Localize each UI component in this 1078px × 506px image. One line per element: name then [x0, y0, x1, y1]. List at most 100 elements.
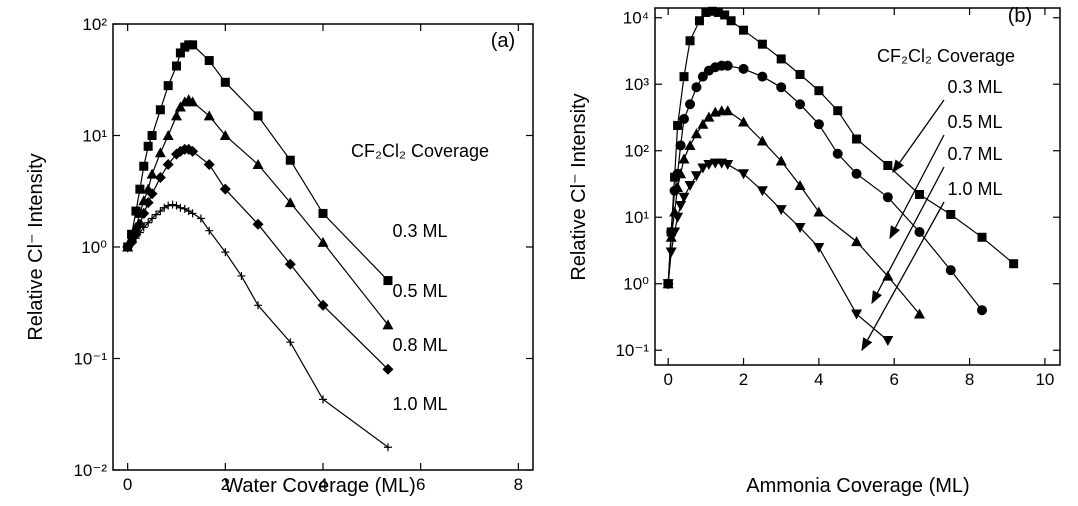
marker	[691, 82, 702, 93]
marker	[945, 265, 956, 276]
series-line	[667, 65, 983, 311]
marker	[697, 118, 709, 129]
x-tick-label: 4	[318, 475, 327, 494]
marker	[794, 223, 806, 234]
x-tick-label: 2	[739, 370, 748, 389]
marker	[127, 238, 136, 247]
legend-title: CF₂Cl₂ Coverage	[351, 141, 489, 161]
marker	[1009, 259, 1019, 269]
marker	[155, 105, 165, 115]
marker	[739, 25, 749, 35]
marker	[142, 197, 154, 209]
marker	[252, 218, 264, 230]
marker	[690, 128, 702, 139]
marker	[171, 61, 181, 71]
marker	[143, 141, 153, 151]
panel-label: (b)	[1008, 5, 1032, 27]
marker	[795, 70, 805, 80]
marker	[684, 139, 696, 150]
marker	[205, 226, 214, 235]
marker	[284, 258, 296, 270]
marker	[219, 183, 231, 195]
y-tick-label: 10¹	[624, 208, 649, 227]
marker	[187, 145, 199, 157]
marker	[672, 212, 684, 223]
marker	[690, 171, 702, 182]
marker	[851, 309, 863, 320]
marker	[162, 158, 174, 170]
marker	[135, 228, 144, 237]
marker	[738, 63, 749, 74]
marker	[977, 305, 988, 316]
marker	[707, 6, 717, 16]
marker	[254, 301, 263, 310]
marker	[914, 226, 925, 237]
x-tick-label: 6	[889, 370, 898, 389]
marker	[882, 192, 893, 203]
y-tick-label: 10²	[624, 142, 649, 161]
marker	[204, 56, 214, 66]
series-label: 0.5 ML	[392, 281, 447, 301]
marker	[722, 105, 734, 116]
series-label: 1.0 ML	[947, 179, 1002, 199]
series-label: 1.0 ML	[392, 394, 447, 414]
marker	[720, 10, 730, 20]
marker	[703, 160, 715, 171]
marker	[703, 111, 715, 122]
series-label: 0.8 ML	[392, 335, 447, 355]
y-tick-label: 10⁻¹	[73, 350, 107, 369]
marker	[123, 243, 132, 251]
marker	[722, 160, 734, 171]
marker	[175, 48, 185, 58]
marker	[146, 188, 158, 200]
series-label: 0.5 ML	[947, 112, 1002, 132]
marker	[176, 203, 185, 212]
marker	[684, 181, 696, 192]
marker	[154, 147, 166, 158]
marker	[144, 218, 153, 227]
marker	[756, 186, 768, 197]
marker	[284, 197, 296, 208]
x-tick-label: 10	[1035, 370, 1054, 389]
series-label: 0.3 ML	[947, 77, 1002, 97]
marker	[131, 206, 141, 216]
y-axis-title: Relative Cl⁻ Intensity	[568, 93, 590, 280]
marker	[679, 113, 690, 124]
marker	[672, 181, 684, 192]
legend-title: CF₂Cl₂ Coverage	[877, 46, 1015, 66]
marker	[138, 207, 150, 219]
marker	[172, 201, 181, 210]
marker	[913, 308, 925, 319]
marker	[713, 7, 723, 17]
series-label: 0.7 ML	[947, 144, 1002, 164]
marker	[757, 71, 768, 82]
y-tick-label: 10⁻¹	[615, 341, 649, 360]
marker	[813, 243, 825, 254]
marker	[678, 153, 690, 164]
x-tick-label: 2	[221, 475, 230, 494]
x-tick-label: 0	[123, 475, 132, 494]
marker	[851, 168, 862, 179]
marker	[220, 77, 230, 87]
marker	[685, 36, 695, 46]
label-arrow	[892, 99, 945, 174]
marker	[174, 101, 186, 112]
marker	[679, 72, 689, 82]
marker	[131, 234, 140, 243]
marker	[317, 236, 329, 247]
marker	[318, 208, 328, 218]
marker	[253, 111, 263, 121]
marker	[701, 7, 711, 17]
marker	[151, 210, 160, 219]
marker	[154, 172, 166, 184]
marker	[286, 338, 295, 347]
x-axis-title: Water Coverage (ML)	[224, 475, 416, 497]
x-axis-title: Ammonia Coverage (ML)	[746, 475, 969, 497]
marker	[382, 363, 394, 375]
x-tick-label: 6	[416, 475, 425, 494]
marker	[665, 247, 677, 258]
marker	[187, 96, 199, 107]
marker	[188, 209, 197, 218]
